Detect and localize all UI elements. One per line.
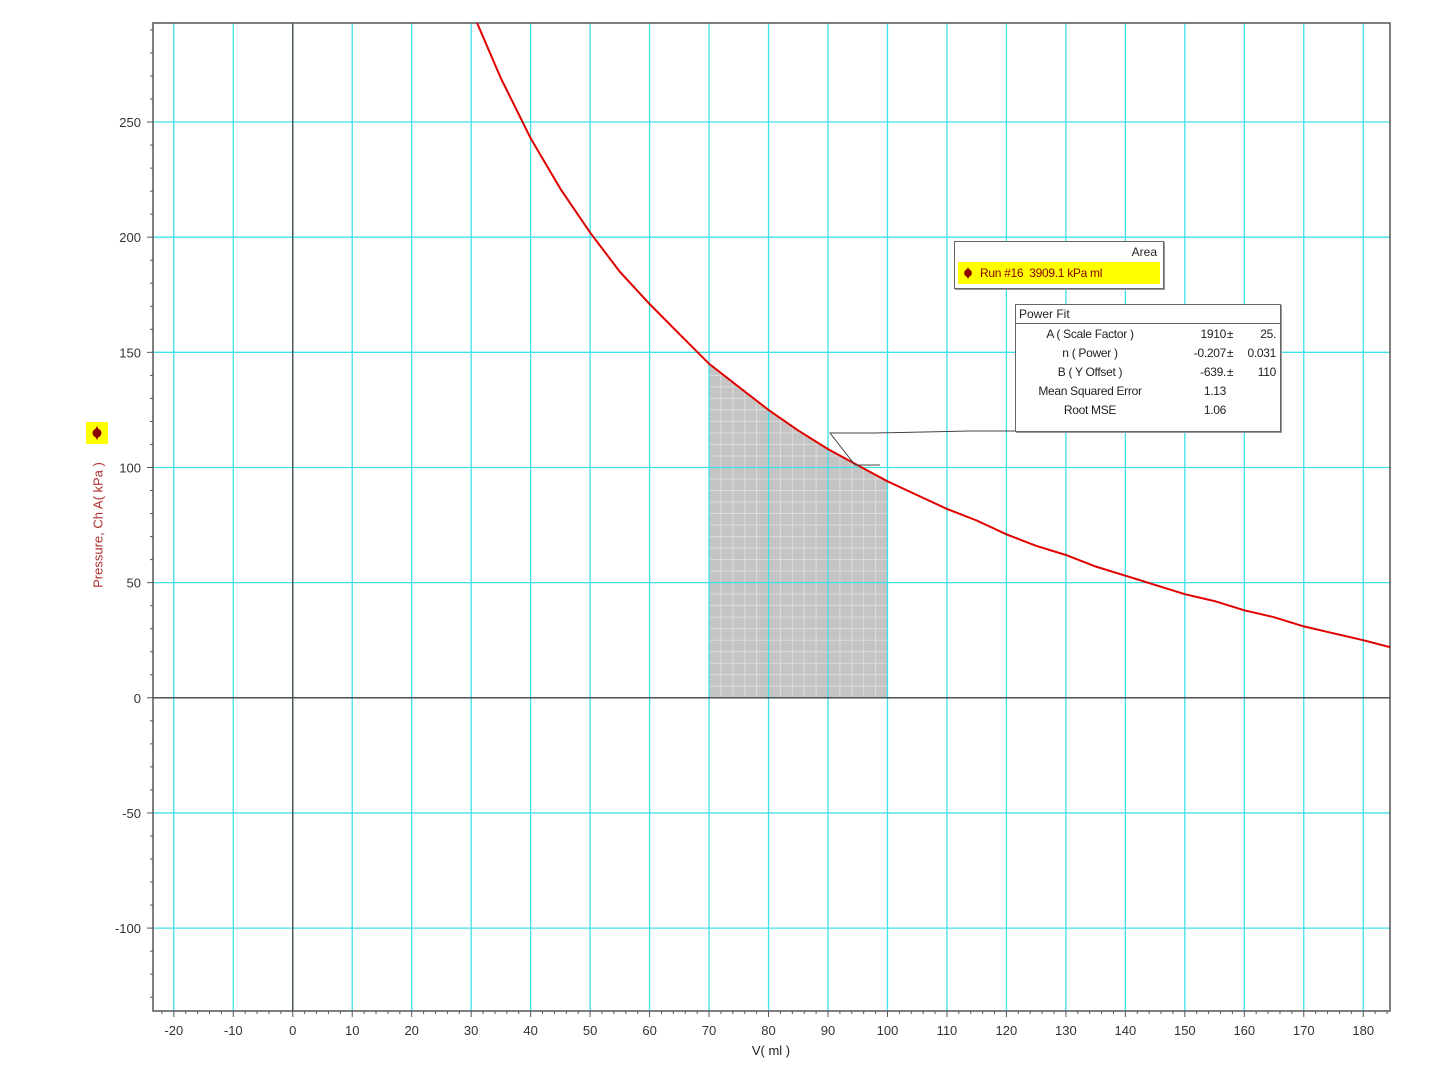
- x-tick-label: 80: [761, 1023, 775, 1038]
- y-tick-label: 100: [119, 460, 141, 475]
- x-tick-label: 60: [642, 1023, 656, 1038]
- x-tick-label: 150: [1174, 1023, 1196, 1038]
- fit-row: B ( Y Offset ) -639. ± 110: [1016, 363, 1277, 382]
- fit-param-pm: [1226, 401, 1234, 420]
- x-tick-label: -10: [224, 1023, 243, 1038]
- y-axis-title: Pressure, Ch A( kPa ): [90, 462, 106, 588]
- fit-param-value: -0.207: [1193, 346, 1227, 360]
- fit-param-uncertainty: 110: [1257, 365, 1277, 379]
- x-tick-label: 10: [345, 1023, 359, 1038]
- x-tick-label: 140: [1115, 1023, 1137, 1038]
- power-fit-box[interactable]: Power Fit A ( Scale Factor ) 1910 ± 25. …: [1015, 304, 1281, 432]
- x-tick-label: 40: [523, 1023, 537, 1038]
- integrated-area: [709, 363, 888, 698]
- x-tick-label: 90: [821, 1023, 835, 1038]
- x-tick-label: 70: [702, 1023, 716, 1038]
- area-legend-row[interactable]: Run #16 3909.1 kPa ml: [958, 262, 1160, 284]
- fit-param-value: 1.13: [1203, 384, 1226, 398]
- x-axis-title: V( ml ): [751, 1043, 791, 1058]
- series-marker-icon[interactable]: [86, 422, 108, 444]
- x-tick-label: 180: [1352, 1023, 1374, 1038]
- x-tick-label: 50: [583, 1023, 597, 1038]
- y-tick-label: -50: [122, 806, 141, 821]
- fit-row: A ( Scale Factor ) 1910 ± 25.: [1016, 325, 1276, 344]
- plot-frame: [152, 22, 1391, 1012]
- x-tick-label: 130: [1055, 1023, 1077, 1038]
- area-legend[interactable]: Area Run #16 3909.1 kPa ml: [954, 241, 1164, 289]
- fit-param-name: n ( Power ): [1062, 346, 1118, 360]
- fit-row: Root MSE 1.06: [1016, 401, 1276, 420]
- fit-param-uncertainty: [1234, 401, 1276, 420]
- fit-row: n ( Power ) -0.207 ± 0.031: [1016, 344, 1276, 363]
- x-tick-label: -20: [164, 1023, 183, 1038]
- fit-param-name: Root MSE: [1063, 403, 1117, 417]
- fit-param-pm: ±: [1226, 327, 1234, 341]
- fit-leader-line: [828, 430, 1015, 466]
- x-tick-label: 20: [404, 1023, 418, 1038]
- fit-param-uncertainty: [1234, 382, 1276, 401]
- fit-param-name: A ( Scale Factor ): [1046, 327, 1134, 341]
- power-fit-curve: [476, 23, 1390, 649]
- x-tick-label: 100: [877, 1023, 899, 1038]
- x-tick-label: 160: [1233, 1023, 1255, 1038]
- diamond-marker-icon: [92, 426, 102, 440]
- fit-param-uncertainty: 0.031: [1247, 346, 1276, 360]
- fit-param-name: B ( Y Offset ): [1057, 365, 1123, 379]
- fit-param-value: -639.: [1200, 365, 1226, 379]
- x-tick-label: 30: [464, 1023, 478, 1038]
- fit-param-value: 1.06: [1203, 403, 1226, 417]
- fit-param-uncertainty: 25.: [1260, 327, 1276, 341]
- y-tick-label: 250: [119, 115, 141, 130]
- diamond-marker-icon: [964, 267, 972, 279]
- fit-param-pm: ±: [1226, 346, 1234, 360]
- fit-row: Mean Squared Error 1.13: [1016, 382, 1276, 401]
- x-tick-label: 110: [937, 1023, 958, 1038]
- power-fit-title: Power Fit: [1016, 305, 1280, 324]
- y-tick-label: 200: [119, 230, 141, 245]
- fit-param-pm: [1226, 382, 1234, 401]
- y-tick-label: 50: [127, 576, 141, 591]
- x-tick-label: 120: [996, 1023, 1018, 1038]
- fit-param-value: 1910: [1200, 327, 1227, 341]
- x-tick-label: 0: [289, 1023, 296, 1038]
- y-tick-label: 0: [134, 691, 141, 706]
- area-value: 3909.1 kPa ml: [1029, 266, 1103, 280]
- area-legend-header: Area: [1131, 245, 1157, 259]
- area-run-label: Run #16: [980, 266, 1024, 280]
- y-tick-label: -100: [115, 921, 141, 936]
- fit-param-name: Mean Squared Error: [1038, 384, 1142, 398]
- y-tick-label: 150: [119, 345, 141, 360]
- fit-param-pm: ±: [1226, 365, 1234, 379]
- x-tick-label: 170: [1293, 1023, 1315, 1038]
- power-fit-table: A ( Scale Factor ) 1910 ± 25. n ( Power …: [1016, 325, 1276, 420]
